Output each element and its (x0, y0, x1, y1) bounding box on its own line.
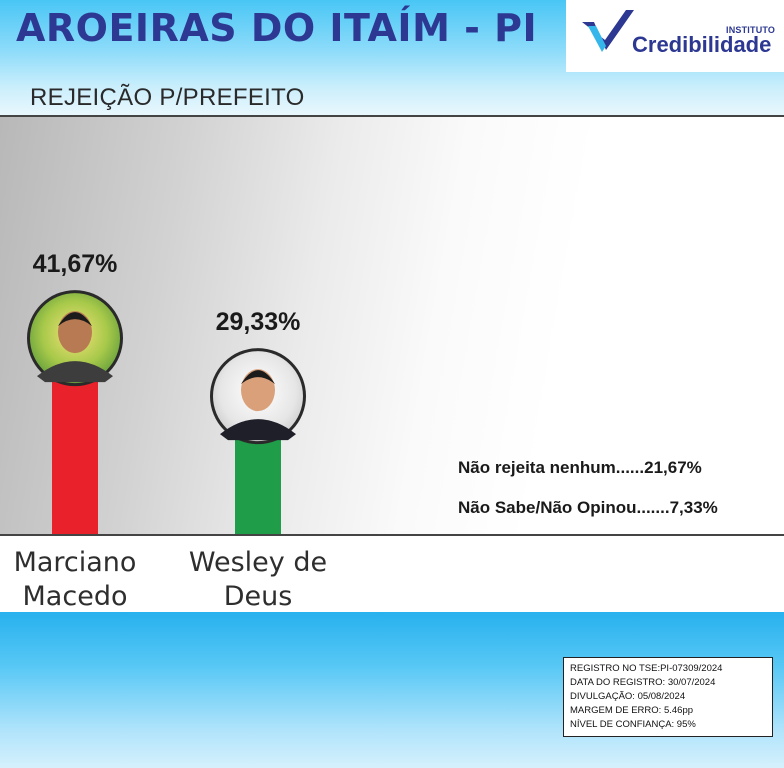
registry-date: DATA DO REGISTRO: 30/07/2024 (570, 677, 716, 688)
registry-number: REGISTRO NO TSE:PI-07309/2024 (570, 663, 723, 674)
candidate-name-2: Wesley de Deus (173, 546, 343, 614)
confidence-level: NÍVEL DE CONFIANÇA: 95% (570, 719, 696, 730)
baseline-divider (0, 534, 784, 536)
note-dont-know-label: Não Sabe/Não Opinou....... (458, 498, 670, 517)
page-title: AROEIRAS DO ITAÍM - PI (16, 6, 538, 50)
note-dont-know: Não Sabe/Não Opinou.......7,33% (458, 498, 718, 518)
plot-area (0, 117, 784, 534)
candidate-name-line: Deus (223, 581, 293, 612)
top-divider (0, 115, 784, 117)
checkmark-logo-icon (582, 10, 634, 52)
note-dont-know-value: 7,33% (669, 498, 718, 517)
margin-of-error: MARGEM DE ERRO: 5.46pp (570, 705, 694, 716)
logo-brand-text: Credibilidade (632, 32, 772, 57)
institute-logo: INSTITUTO Credibilidade (566, 0, 784, 72)
bar-value-label-2: 29,33% (215, 308, 301, 337)
candidate-name-line: Wesley de (188, 547, 328, 578)
note-none-rejected-label: Não rejeita nenhum...... (458, 458, 645, 477)
candidate-name-line: Marciano (13, 547, 137, 578)
release-date: DIVULGAÇÃO: 05/08/2024 (570, 691, 686, 702)
bar-value-label-1: 41,67% (32, 250, 118, 279)
candidate-name-line: Macedo (22, 581, 128, 612)
chart-subtitle: REJEIÇÃO P/PREFEITO (30, 84, 305, 111)
registry-box: REGISTRO NO TSE:PI-07309/2024 DATA DO RE… (563, 657, 773, 737)
logo-institute-text: INSTITUTO (726, 25, 776, 35)
note-none-rejected: Não rejeita nenhum......21,67% (458, 458, 702, 478)
candidate-photo-2 (210, 348, 306, 445)
candidate-photo-1 (27, 290, 123, 387)
candidate-name-1: Marciano Macedo (0, 546, 160, 614)
note-none-rejected-value: 21,67% (644, 458, 702, 477)
